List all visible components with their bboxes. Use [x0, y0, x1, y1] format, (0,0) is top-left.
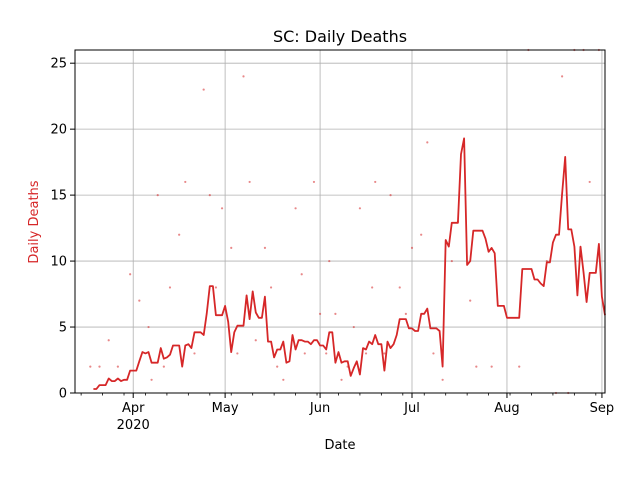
daily-death-point	[254, 339, 257, 342]
y-axis: 0 5 10 15 20 25	[50, 57, 75, 402]
daily-death-point	[184, 180, 187, 184]
daily-death-point	[162, 365, 165, 368]
daily-death-point	[374, 180, 377, 184]
daily-death-point	[193, 352, 196, 355]
daily-death-point	[202, 88, 205, 91]
daily-death-point	[230, 246, 233, 249]
daily-death-point	[426, 141, 429, 144]
x-axis: Apr 2020 May Jun Jul Aug Sep	[80, 393, 615, 433]
daily-death-point	[263, 246, 267, 249]
daily-death-point	[150, 378, 153, 381]
daily-death-point	[178, 233, 181, 236]
daily-death-point	[116, 365, 119, 368]
y-tick-label: 25	[50, 57, 67, 72]
daily-death-point	[156, 194, 159, 197]
daily-death-point	[432, 352, 435, 355]
daily-death-point	[475, 365, 478, 368]
x-axis-title: Date	[324, 438, 355, 453]
daily-death-point	[98, 365, 101, 368]
daily-death-point	[208, 194, 211, 197]
x-tick-label: Jul	[403, 401, 420, 416]
daily-death-point	[404, 312, 407, 315]
daily-death-point	[300, 273, 303, 276]
y-tick-label: 5	[59, 321, 67, 336]
daily-death-point	[303, 352, 306, 355]
daily-death-point	[383, 352, 386, 355]
daily-death-point	[242, 75, 245, 78]
gridlines	[75, 50, 605, 394]
chart-title: SC: Daily Deaths	[273, 27, 407, 46]
y-tick-label: 15	[50, 189, 67, 204]
daily-death-point	[129, 273, 132, 276]
x-tick-label: Aug	[494, 401, 519, 416]
y-tick-label: 0	[59, 387, 67, 402]
daily-death-point	[352, 325, 355, 329]
x-tick-label: Sep	[590, 401, 615, 416]
y-tick-label: 10	[50, 255, 67, 270]
daily-death-point	[107, 339, 110, 342]
daily-death-point	[340, 378, 343, 381]
daily-death-point	[248, 180, 251, 184]
daily-death-point	[312, 180, 316, 184]
daily-death-point	[469, 299, 472, 302]
y-tick-label: 20	[50, 123, 67, 138]
daily-death-point	[282, 378, 285, 381]
daily-death-point	[371, 286, 374, 289]
daily-death-point	[236, 352, 239, 355]
daily-death-point	[490, 365, 493, 368]
plot-frame	[74, 49, 606, 394]
daily-death-point	[214, 286, 218, 289]
daily-death-point	[441, 378, 444, 381]
x-tick-label: Jun	[309, 401, 330, 416]
daily-death-point	[410, 246, 414, 249]
x-tick-year-label: 2020	[117, 418, 150, 433]
daily-death-point	[389, 194, 392, 197]
daily-death-point	[168, 286, 172, 289]
daily-death-point	[334, 312, 337, 315]
daily-death-point	[561, 75, 564, 78]
daily-death-point	[318, 312, 322, 315]
rolling-average-line	[93, 137, 606, 390]
daily-death-point	[138, 299, 141, 302]
daily-death-point	[420, 233, 423, 236]
daily-death-point	[147, 325, 150, 329]
daily-death-point	[450, 259, 453, 263]
daily-death-point	[89, 365, 92, 368]
daily-death-point	[220, 207, 224, 210]
x-tick-label: Apr	[122, 401, 145, 416]
daily-death-point	[398, 286, 401, 289]
daily-death-point	[518, 365, 521, 368]
daily-death-point	[328, 259, 331, 263]
y-axis-title: Daily Deaths	[27, 180, 42, 263]
daily-death-point	[364, 352, 368, 355]
daily-death-point	[269, 286, 273, 289]
daily-death-point	[588, 180, 591, 184]
daily-death-point	[358, 207, 362, 210]
daily-deaths-line	[93, 137, 606, 390]
daily-death-point	[325, 352, 328, 355]
daily-death-point	[294, 207, 297, 210]
x-tick-label: May	[212, 401, 239, 416]
daily-death-point	[276, 365, 279, 368]
